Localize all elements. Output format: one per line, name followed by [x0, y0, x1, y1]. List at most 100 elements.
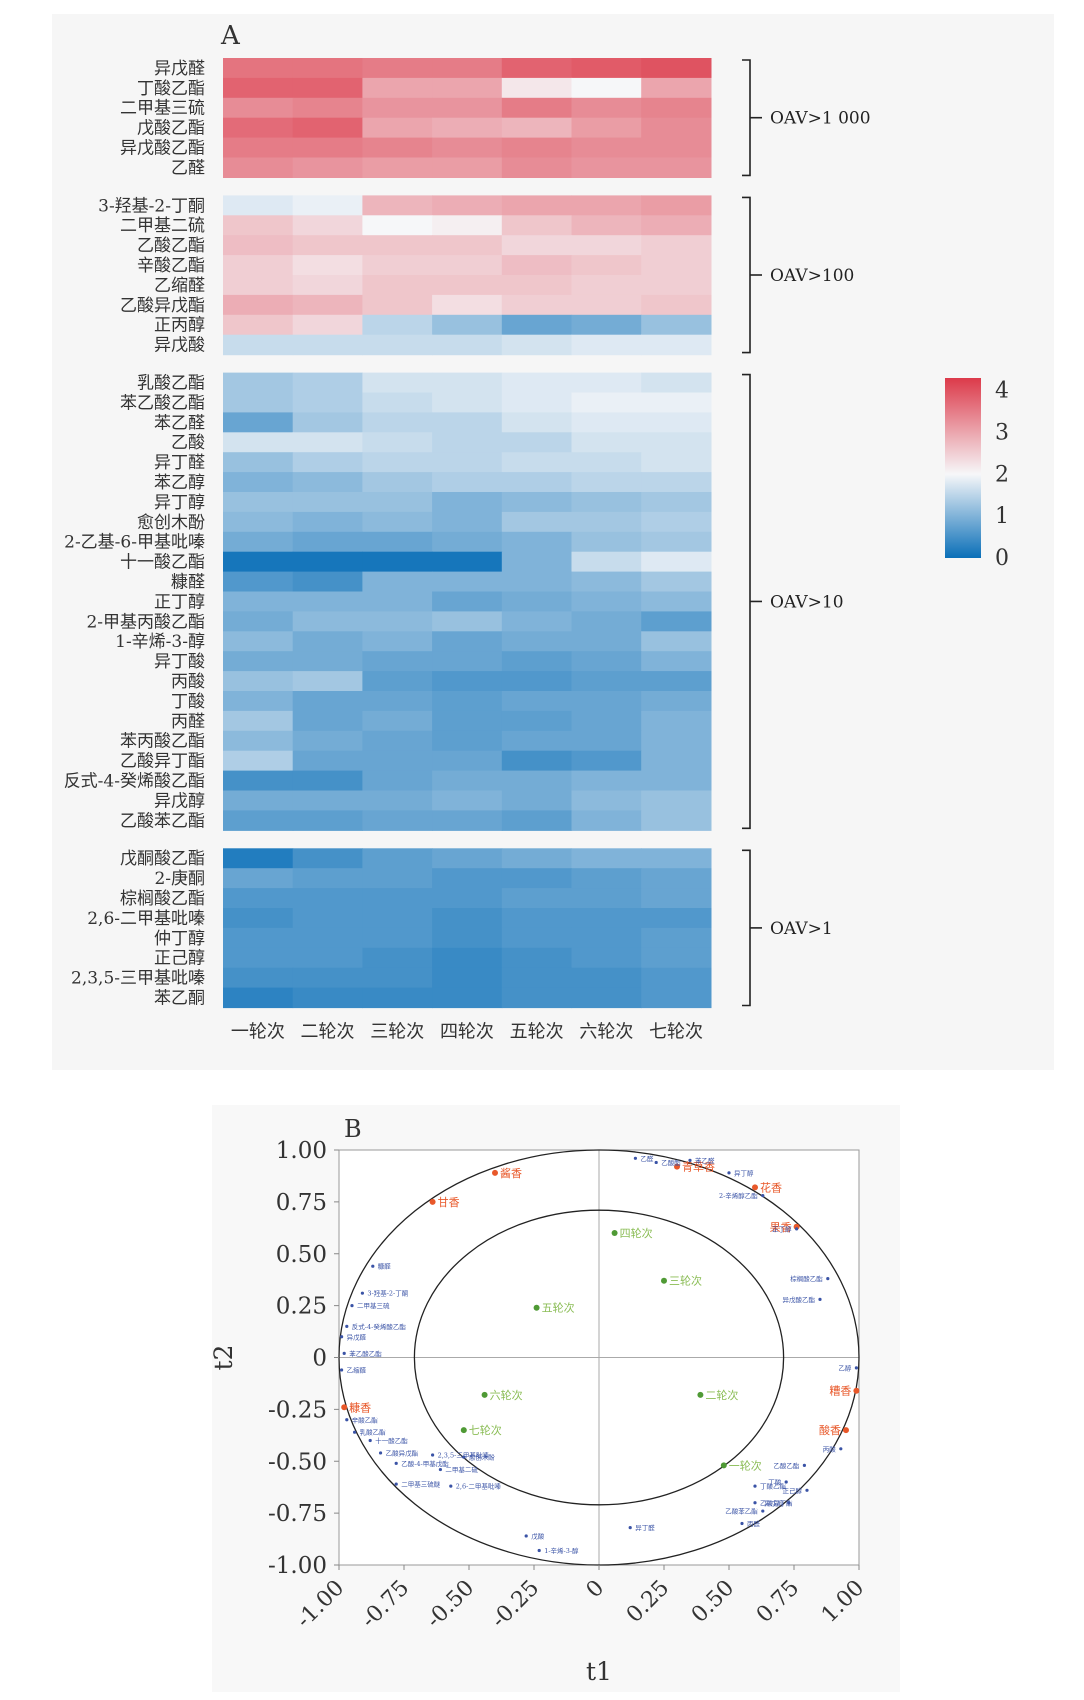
row-label: 苯乙酮 — [154, 989, 205, 1009]
heatmap-cell — [641, 372, 712, 394]
heatmap-cell — [501, 611, 573, 632]
scatter-point — [341, 1404, 348, 1411]
point-label: 反式-4-癸烯酸乙酯 — [352, 1322, 407, 1331]
heatmap-panel: A 异戊醛 丁酸乙酯 二甲基三硫 戊酸乙酯 异戊酸乙酯 乙醛 OAV>1 000 3-羟基-2-… — [52, 14, 1054, 1070]
heatmap-cell — [501, 412, 573, 433]
heatmap-cell — [432, 611, 503, 632]
heatmap-cell — [501, 631, 573, 652]
heatmap-cell — [501, 531, 573, 553]
heatmap-cell — [571, 58, 642, 79]
legend-tick: 2 — [995, 462, 1009, 487]
row-label: 乙醛 — [171, 158, 205, 178]
row-label: 异戊醛 — [154, 59, 205, 79]
heatmap-cell — [292, 671, 363, 692]
heatmap-cell — [641, 908, 712, 929]
heatmap-cell — [362, 730, 433, 752]
heatmap-cell — [223, 710, 294, 732]
y-tick-label: 0 — [312, 1346, 327, 1372]
scatter-point — [371, 1264, 375, 1268]
heatmap-cell — [292, 571, 363, 593]
heatmap-cell — [432, 215, 503, 236]
point-label: 丁酸乙酯 — [760, 1482, 787, 1491]
point-label: 甘香 — [438, 1196, 460, 1209]
scatter-point — [727, 1171, 731, 1175]
row-label: 2,3,5-三甲基吡嗪 — [71, 969, 205, 989]
heatmap-cell — [571, 195, 642, 216]
row-label: 异戊酸乙酯 — [120, 139, 205, 159]
y-tick-label: -1.00 — [268, 1553, 327, 1579]
heatmap-cell — [223, 157, 294, 178]
point-label: 乙醛 — [640, 1154, 654, 1163]
heatmap-cell — [641, 651, 712, 672]
column-label: 四轮次 — [440, 1022, 494, 1043]
heatmap-cell — [362, 195, 433, 216]
heatmap-cell — [432, 472, 503, 493]
point-label: 丁酸 — [768, 1478, 782, 1487]
heatmap-cell — [362, 691, 433, 712]
heatmap-cell — [362, 452, 433, 473]
heatmap-cell — [501, 215, 573, 236]
point-label: 四轮次 — [620, 1226, 653, 1240]
heatmap-cell — [223, 591, 294, 612]
heatmap-cell — [432, 967, 503, 989]
scatter-point — [611, 1230, 618, 1236]
scatter-point — [752, 1184, 758, 1191]
heatmap-cell — [501, 571, 573, 593]
heatmap-cell — [501, 195, 573, 216]
heatmap-cell — [432, 868, 503, 889]
y-tick-label: -0.75 — [268, 1501, 327, 1527]
heatmap-cell — [501, 235, 573, 256]
legend-tick: 1 — [995, 504, 1009, 529]
point-label: 辛酸乙酯 — [352, 1415, 379, 1424]
row-label: 乙酸乙酯 — [137, 236, 205, 256]
heatmap-cell — [432, 987, 503, 1009]
heatmap-cell — [641, 334, 712, 356]
heatmap-cell — [292, 651, 363, 672]
scatter-point — [449, 1484, 453, 1488]
column-label: 六轮次 — [579, 1022, 633, 1043]
point-label: 二甲基三硫醚 — [401, 1480, 441, 1489]
heatmap-cell — [501, 314, 573, 336]
row-label: 异丁醛 — [154, 453, 205, 473]
scatter-point — [345, 1324, 349, 1328]
heatmap-cell — [571, 215, 642, 236]
heatmap-cell — [501, 294, 573, 316]
heatmap-cell — [641, 511, 712, 533]
heatmap-cell — [432, 412, 503, 433]
heatmap-cell — [641, 571, 712, 593]
x-tick-label: 1.00 — [817, 1576, 869, 1628]
heatmap-cell — [641, 967, 712, 989]
heatmap-cell — [223, 314, 294, 336]
heatmap-cell — [641, 235, 712, 256]
heatmap-cell — [641, 195, 712, 216]
scatter-point — [839, 1447, 843, 1451]
heatmap-cell — [223, 750, 294, 772]
scatter-point — [492, 1169, 498, 1176]
scatter-point — [524, 1534, 528, 1538]
heatmap-cell — [501, 691, 573, 712]
heatmap-cell — [432, 294, 503, 316]
heatmap-cell — [223, 492, 294, 513]
heatmap-cell — [432, 77, 503, 99]
heatmap-cell — [432, 117, 503, 139]
heatmap-cell — [432, 314, 503, 336]
scatter-point — [340, 1335, 344, 1339]
heatmap-cell — [292, 631, 363, 652]
point-label: 果香 — [770, 1221, 792, 1234]
heatmap-cell — [292, 511, 363, 533]
heatmap-cell — [432, 730, 503, 752]
heatmap-cell — [362, 77, 433, 99]
heatmap-cell — [571, 868, 642, 889]
point-label: 糠醛 — [378, 1262, 392, 1271]
point-label: 乙酸异丁酯 — [760, 1498, 793, 1507]
scatter-point — [805, 1488, 809, 1492]
point-label: 糟香 — [829, 1384, 851, 1398]
heatmap-cell — [362, 314, 433, 336]
heatmap-cell — [501, 551, 573, 573]
heatmap-cell — [362, 611, 433, 632]
heatmap-cell — [362, 927, 433, 949]
point-label: 酱香 — [500, 1166, 522, 1180]
heatmap-cell — [501, 157, 573, 178]
heatmap-cell — [223, 987, 294, 1009]
row-label: 丙醛 — [171, 712, 205, 732]
